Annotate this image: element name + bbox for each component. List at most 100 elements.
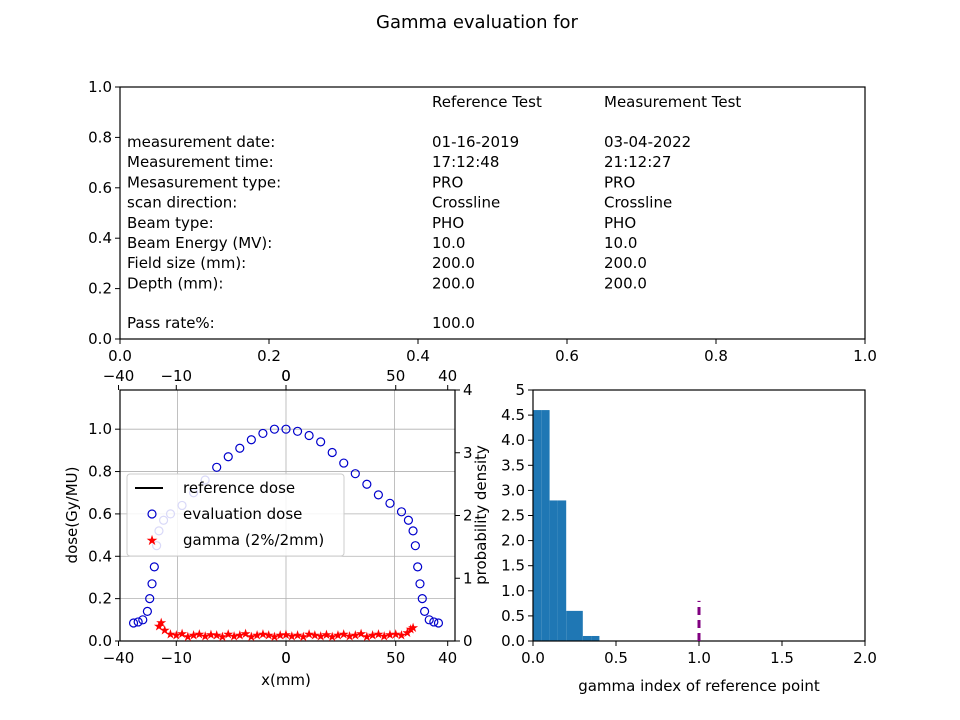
row-meas-value: 200.0: [604, 254, 647, 272]
gamma-point: ★: [390, 627, 402, 642]
gamma-point: ★: [176, 627, 188, 642]
row-meas-value: PHO: [604, 214, 636, 232]
dose-x-tick-label: −10: [160, 649, 192, 667]
evaluation-dose-point: [396, 507, 407, 517]
evaluation-dose-point: [133, 617, 143, 627]
gamma-point: ★: [217, 630, 229, 645]
evaluation-dose-point: [138, 615, 148, 625]
gamma-point: ★: [297, 630, 309, 645]
legend-reference-dose: reference dose: [183, 479, 295, 497]
histogram-frame: [532, 389, 866, 642]
gamma-point: ★: [309, 629, 321, 644]
row-label: scan direction:: [127, 194, 237, 212]
row-meas-value: 21:12:27: [604, 153, 671, 171]
histogram-bar: [566, 610, 575, 641]
histogram-bar: [533, 410, 542, 641]
dose-x-top-tick-label: 0: [281, 367, 291, 385]
gamma-histogram-chart: 0.0 0.5 1.0 1.5 2.0 0.0 0.5 1.0 1.5 2.0 2.5 3.0 3.5…: [472, 381, 877, 695]
histogram-y-tick-label: 1.5: [501, 557, 525, 575]
evaluation-dose-point: [424, 615, 434, 625]
gamma-point: ★: [315, 629, 327, 644]
histogram-bar: [549, 500, 558, 641]
histogram-bar: [582, 635, 592, 641]
evaluation-dose-point: [258, 428, 268, 439]
evaluation-dose-point: [246, 435, 256, 445]
gamma-point: ★: [194, 627, 206, 642]
row-label: Beam Energy (MV):: [127, 234, 272, 252]
row-label: Depth (mm):: [127, 274, 223, 292]
evaluation-dose-point: [327, 447, 337, 458]
info-y-tick-label: 1.0: [88, 78, 112, 96]
dose-x-top-tick-label: 50: [386, 367, 405, 385]
info-table-frame: [119, 86, 866, 340]
gamma-point: ★: [401, 626, 413, 641]
dose-x-tick-label: 0: [281, 649, 291, 667]
info-table-rows: measurement date: 01-16-2019 03-04-2022 Mea…: [127, 133, 691, 292]
dose-x-top-tick-label: 40: [438, 367, 457, 385]
gamma-point: ★: [165, 627, 177, 642]
evaluation-dose-point: [408, 526, 418, 536]
legend-star-swatch: ★: [146, 533, 159, 549]
evaluation-dose-point: [212, 462, 222, 472]
gamma-point: ★: [405, 622, 417, 637]
row-label: Mesasurement type:: [127, 173, 281, 191]
gamma-point: ★: [228, 629, 240, 644]
row-label: Field size (mm):: [127, 254, 246, 272]
histogram-y-tick-label: 2.0: [501, 532, 525, 550]
histogram-bars: [533, 410, 600, 641]
gamma-point: ★: [286, 629, 298, 644]
histogram-x-ticks: 0.0 0.5 1.0 1.5 2.0: [521, 641, 877, 667]
row-meas-value: 10.0: [604, 234, 637, 252]
histogram-x-tick-label: 0.5: [604, 649, 628, 667]
gamma-point: ★: [170, 629, 182, 644]
histogram-y-tick-label: 5: [515, 381, 525, 399]
evaluation-dose-point: [235, 443, 245, 453]
evaluation-dose-point: [433, 618, 444, 628]
histogram-y-tick-label: 1.0: [501, 582, 525, 600]
pass-rate-label: Pass rate%:: [127, 314, 215, 332]
dose-legend: reference dose evaluation dose ★ gamma (…: [126, 473, 345, 557]
row-meas-value: 03-04-2022: [604, 133, 691, 151]
gamma-point: ★: [153, 619, 165, 634]
row-ref-value: 200.0: [432, 274, 475, 292]
info-y-tick-label: 0.2: [88, 280, 112, 298]
gamma-point: ★: [378, 629, 390, 644]
histogram-bar: [591, 635, 600, 641]
row-ref-value: PHO: [432, 214, 464, 232]
info-y-ticks: 0.0 0.2 0.4 0.6 0.8 1.0: [88, 78, 120, 348]
histogram-y-tick-label: 0.5: [501, 607, 525, 625]
gamma-point: ★: [321, 628, 333, 643]
gamma-point: ★: [257, 627, 269, 642]
info-x-tick-label: 0.8: [704, 347, 728, 365]
dose-y-tick-label: 0.8: [88, 463, 112, 481]
info-y-tick-label: 0.6: [88, 179, 112, 197]
evaluation-dose-point: [429, 617, 439, 627]
dose-x-top-tick-label: −10: [160, 367, 192, 385]
info-x-tick-label: 0.4: [406, 347, 430, 365]
gamma-point: ★: [274, 629, 286, 644]
evaluation-dose-point: [142, 606, 152, 616]
row-ref-value: PRO: [432, 173, 463, 191]
histogram-x-axis-label: gamma index of reference point: [578, 677, 820, 695]
dose-x-ticks-top: −40 −10 00 50 40: [103, 367, 457, 390]
histogram-x-tick-label: 0.0: [521, 649, 545, 667]
evaluation-dose-point: [145, 594, 155, 604]
histogram-y-tick-label: 4.5: [501, 406, 525, 424]
evaluation-dose-point: [420, 606, 430, 616]
evaluation-dose-point: [269, 424, 280, 434]
gamma-point: ★: [240, 627, 252, 642]
info-x-tick-label: 0.2: [257, 347, 281, 365]
info-x-tick-label: 1.0: [853, 347, 877, 365]
evaluation-dose-point: [373, 490, 383, 500]
info-y-tick-label: 0.0: [88, 330, 112, 348]
gamma-y-tick-label: 1: [463, 569, 473, 587]
histogram-y-tick-label: 4.0: [501, 431, 525, 449]
histogram-bar: [574, 610, 583, 641]
meas-test-header: Measurement Test: [604, 93, 741, 111]
figure-title: Gamma evaluation for: [376, 12, 579, 33]
gamma-y-ticks: 0 1 2 3 4: [455, 381, 473, 650]
legend-evaluation-dose: evaluation dose: [183, 505, 302, 523]
gamma-point: ★: [269, 630, 281, 645]
histogram-y-axis-label: probability density: [472, 445, 490, 585]
dose-profile-chart: 0.0 0.2 0.4 0.6 0.8 1.0 0 1 2 3 4 −40 −10 0 0 50 40 −4…: [63, 367, 473, 689]
